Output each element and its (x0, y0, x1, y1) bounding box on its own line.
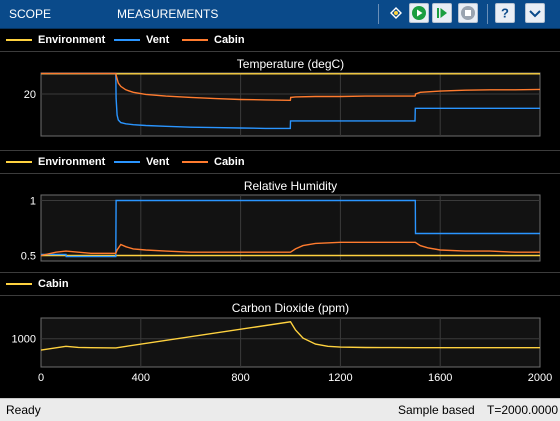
legend-label: Environment (38, 34, 106, 46)
status-text: Ready (6, 403, 41, 417)
x-tick-label: 0 (38, 372, 44, 384)
expand-icon (529, 10, 541, 18)
plot-area (40, 317, 541, 368)
legend-temperature: Environment Vent Cabin (0, 29, 560, 51)
svg-text:?: ? (501, 6, 509, 21)
tab-scope[interactable]: SCOPE (9, 7, 52, 21)
legend-label: Cabin (214, 34, 245, 46)
legend-line-environment (6, 39, 32, 41)
legend-separator (0, 173, 560, 174)
legend-label: Vent (146, 156, 170, 168)
legend-label: Vent (146, 34, 170, 46)
series-line-vent (41, 199, 540, 258)
help-button[interactable]: ? (495, 3, 515, 23)
toolbar-separator (487, 4, 488, 24)
plot-area (40, 194, 541, 262)
y-tick-label: 20 (24, 89, 36, 101)
status-bar: Ready Sample based T=2000.0000 (0, 398, 560, 421)
x-tick-label: 1600 (428, 372, 452, 384)
tab-measurements[interactable]: MEASUREMENTS (117, 7, 219, 21)
chart-title: Carbon Dioxide (ppm) (232, 301, 349, 315)
y-tick-label: 0.5 (21, 251, 36, 263)
legend-item[interactable]: Environment (6, 155, 105, 169)
legend-line-vent (114, 161, 140, 163)
y-tick-label: 1 (30, 196, 36, 208)
legend-item[interactable]: Vent (114, 155, 169, 169)
chart-title: Relative Humidity (244, 179, 337, 193)
legend-co2: Cabin (0, 273, 560, 295)
x-tick-label: 800 (231, 372, 249, 384)
series-line-cabin (40, 321, 540, 351)
legend-item[interactable]: Cabin (182, 155, 245, 169)
legend-line-cabin (6, 283, 32, 285)
legend-line-cabin (182, 39, 208, 41)
expand-button[interactable] (525, 3, 545, 23)
step-forward-button[interactable] (432, 3, 452, 23)
x-tick-label: 2000 (528, 372, 552, 384)
legend-item[interactable]: Cabin (6, 277, 69, 291)
help-icon: ? (501, 6, 509, 21)
legend-item[interactable]: Vent (114, 33, 169, 47)
toolstrip: SCOPE MEASUREMENTS ? (0, 0, 560, 29)
legend-item[interactable]: Environment (6, 33, 105, 47)
legend-separator (0, 51, 560, 52)
step-forward-icon (437, 8, 447, 18)
stop-icon (461, 6, 475, 20)
x-tick-label: 400 (132, 372, 150, 384)
x-tick-label: 1200 (328, 372, 352, 384)
plots-canvas: Temperature (degC) 20 Relative Humidity 0.5… (12, 57, 553, 384)
toolbar-separator (378, 4, 379, 24)
series-line-cabin (41, 72, 541, 102)
stop-button[interactable] (458, 3, 478, 23)
run-icon (412, 6, 426, 20)
legend-label: Cabin (214, 156, 245, 168)
legend-humidity: Environment Vent Cabin (0, 151, 560, 173)
legend-separator (0, 295, 560, 296)
legend-line-vent (114, 39, 140, 41)
panel-separator (0, 150, 560, 151)
status-mode: Sample based (398, 403, 475, 417)
run-button[interactable] (409, 3, 429, 23)
legend-item[interactable]: Cabin (182, 33, 245, 47)
legend-label: Environment (38, 156, 106, 168)
highlight-signal-icon[interactable] (386, 3, 406, 23)
legend-label: Cabin (38, 278, 69, 290)
chart-title: Temperature (degC) (237, 57, 344, 71)
series-line-vent (41, 72, 540, 130)
status-time: T=2000.0000 (487, 403, 559, 417)
y-tick-label: 1000 (12, 334, 36, 346)
legend-line-cabin (182, 161, 208, 163)
legend-line-environment (6, 161, 32, 163)
panel-separator (0, 272, 560, 273)
series-line-cabin (40, 241, 540, 257)
